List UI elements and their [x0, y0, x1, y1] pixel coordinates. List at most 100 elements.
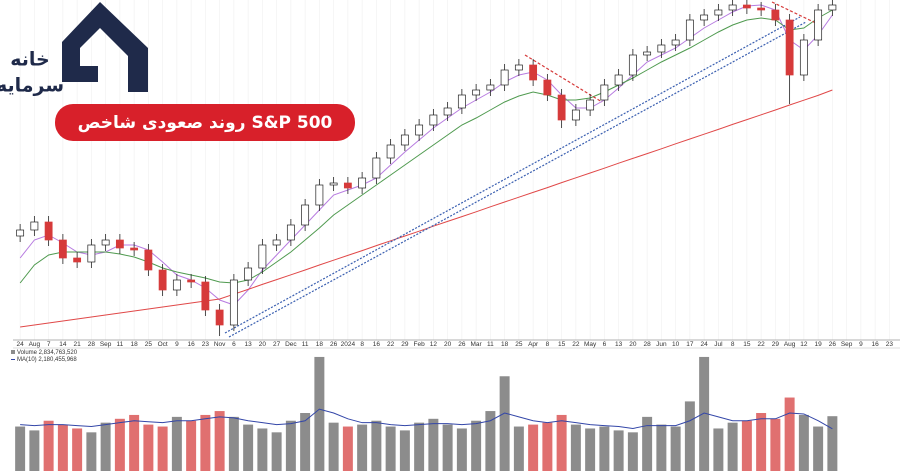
volume-bar — [741, 420, 752, 471]
candle-body — [472, 89, 481, 96]
volume-panel — [15, 356, 838, 471]
candle-body — [215, 309, 224, 326]
x-tick-label: 28 — [644, 341, 652, 348]
candle-body — [586, 99, 595, 111]
x-tick-label: 26 — [330, 341, 338, 348]
volume-bar — [342, 426, 353, 471]
candle-body — [158, 269, 167, 291]
x-tick-label: Aug — [29, 341, 41, 348]
x-tick-label: 16 — [373, 341, 381, 348]
volume-bar — [513, 426, 524, 471]
volume-bar — [813, 426, 824, 471]
volume-bar — [399, 430, 410, 471]
volume-bar — [485, 411, 496, 471]
volume-bar — [143, 424, 154, 471]
trendline — [224, 16, 801, 334]
candle-body — [415, 124, 424, 136]
x-tick-label: 20 — [444, 341, 452, 348]
x-tick-label: 18 — [501, 341, 509, 348]
volume-bar — [271, 432, 282, 471]
candle-body — [429, 114, 438, 126]
volume-bar — [798, 414, 809, 471]
x-tick-label: Aug — [784, 341, 796, 348]
volume-legend-swatch — [11, 350, 15, 354]
volume-bar — [257, 428, 268, 471]
x-tick-label: 20 — [259, 341, 267, 348]
volume-bar — [471, 420, 482, 471]
volume-bar — [442, 424, 453, 471]
volume-bar — [770, 418, 781, 471]
volume-bar — [43, 420, 54, 471]
x-tick-label: Nov — [214, 341, 226, 348]
x-tick-label: 12 — [800, 341, 808, 348]
candle-body — [272, 239, 281, 246]
candle-body — [187, 279, 196, 283]
x-tick-label: 13 — [245, 341, 253, 348]
x-tick-label: 18 — [131, 341, 139, 348]
candle-body — [343, 182, 352, 189]
volume-bar — [300, 413, 311, 471]
candle-body — [58, 239, 67, 259]
ma-legend: MA(10) 2,180,455,968 — [17, 357, 77, 363]
volume-bar — [713, 428, 724, 471]
candle-body — [372, 157, 381, 179]
candle-body — [529, 64, 538, 81]
candle-body — [742, 4, 751, 9]
x-tick-label: 11 — [487, 341, 494, 348]
x-tick-label: 8 — [360, 341, 364, 348]
x-tick-label: 20 — [629, 341, 637, 348]
candle-body — [757, 7, 766, 11]
x-tick-label: 22 — [758, 341, 766, 348]
x-tick-label: 29 — [401, 341, 409, 348]
x-tick-label: 22 — [572, 341, 580, 348]
candle-body — [73, 257, 82, 263]
candle-body — [771, 9, 780, 21]
volume-bar — [200, 414, 211, 471]
x-tick-label: 9 — [175, 341, 179, 348]
volume-bar — [827, 416, 838, 471]
x-tick-label: 13 — [615, 341, 623, 348]
volume-bar — [186, 420, 197, 471]
candle-body — [229, 279, 238, 326]
candle-body — [130, 247, 139, 251]
candle-body — [44, 221, 53, 241]
volume-bar — [428, 418, 439, 471]
volume-bar — [357, 424, 368, 471]
x-tick-label: Apr — [528, 341, 539, 348]
x-tick-label: 22 — [387, 341, 395, 348]
candle-body — [144, 249, 153, 271]
candle-body — [714, 9, 723, 16]
volume-ma-line — [20, 408, 833, 430]
volume-bar — [414, 422, 425, 471]
volume-bar — [528, 424, 539, 471]
volume-bar — [684, 401, 695, 471]
x-tick-label: Oct — [158, 341, 168, 348]
x-tick-label: 23 — [886, 341, 894, 348]
candle-body — [172, 279, 181, 291]
x-tick-label: 12 — [430, 341, 438, 348]
x-tick-label: 29 — [772, 341, 780, 348]
candle-body — [258, 244, 267, 269]
banner — [55, 104, 355, 141]
volume-bar — [228, 416, 239, 471]
volume-bar — [756, 413, 767, 471]
volume-bar — [214, 411, 225, 471]
x-tick-label: 7 — [47, 341, 51, 348]
volume-bar — [328, 422, 339, 471]
x-tick-label: 8 — [731, 341, 735, 348]
volume-bar — [171, 416, 182, 471]
volume-bar — [585, 428, 596, 471]
candle-body — [814, 9, 823, 41]
candle-body — [400, 134, 409, 146]
banner-title: روند صعودی شاخص S&P 500 — [78, 113, 333, 133]
volume-bar — [613, 430, 624, 471]
x-tick-label: 25 — [515, 341, 523, 348]
candle-body — [386, 144, 395, 159]
moving-average — [19, 4, 833, 306]
candle-body — [286, 224, 295, 241]
x-tick-label: Mar — [471, 341, 483, 348]
logo-mark — [62, 2, 148, 92]
volume-bar — [371, 420, 382, 471]
x-tick-label: 14 — [59, 341, 67, 348]
candle-body — [500, 69, 509, 86]
